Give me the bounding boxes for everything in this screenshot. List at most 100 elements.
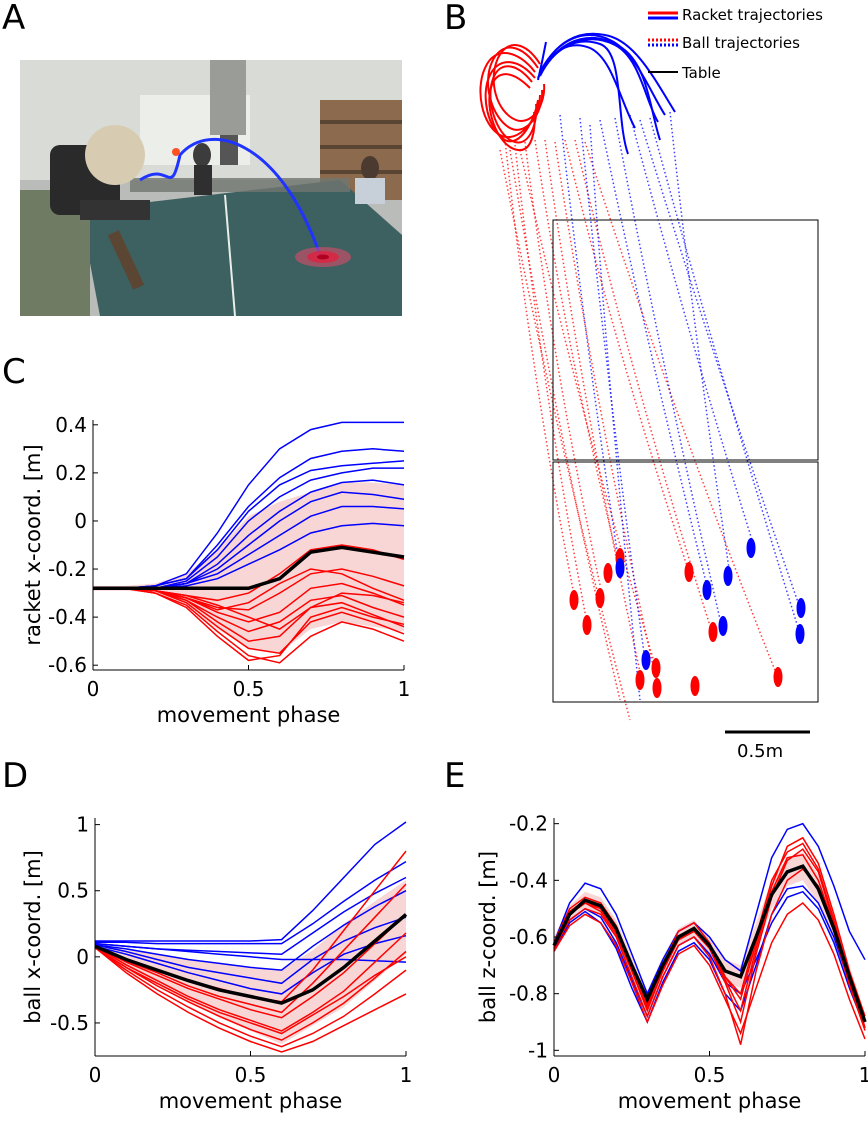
landing-marker-blue xyxy=(615,558,625,578)
ball-path-blue xyxy=(614,117,723,629)
series-line-blue xyxy=(94,916,407,985)
x-tick-label: 0 xyxy=(548,1063,561,1087)
racket-trajectories-blue xyxy=(537,32,676,155)
series-line-red xyxy=(94,883,407,1014)
ball-path-blue xyxy=(559,114,621,571)
y-tick-label: 0.5 xyxy=(57,879,89,903)
ball-trajectories-blue xyxy=(559,111,801,701)
ball-path-red xyxy=(584,141,779,679)
racket-path-red xyxy=(487,46,544,131)
y-tick-label: 0 xyxy=(76,945,89,969)
legend: Racket trajectories Ball trajectories Ta… xyxy=(648,6,823,82)
x-tick-label: 1 xyxy=(400,1063,413,1087)
series-line-red xyxy=(94,946,407,1048)
landing-marker-blue xyxy=(795,624,805,644)
racket-path-blue xyxy=(539,34,666,116)
x-axis-label: movement phase xyxy=(618,1089,802,1113)
series-line-red xyxy=(94,913,407,1019)
series-line-blue xyxy=(553,890,866,1028)
ball-path-blue xyxy=(639,119,801,609)
series-line-red xyxy=(553,836,866,1017)
y-axis-label: ball z-coord. [m] xyxy=(476,851,500,1023)
series-line-blue xyxy=(95,860,407,945)
panel-label-e: E xyxy=(444,756,466,796)
series-line-red xyxy=(94,947,407,1053)
series-line-red xyxy=(94,946,407,1035)
std-band xyxy=(95,880,406,1045)
landing-marker-red xyxy=(569,590,579,610)
series-line-blue xyxy=(95,821,407,942)
x-tick-label: 1 xyxy=(398,677,411,701)
racket-path-red xyxy=(484,61,539,143)
landing-marker-red xyxy=(708,622,718,642)
y-axis-label: racket x-coord. [m] xyxy=(21,444,45,645)
series-line-red xyxy=(553,901,866,1040)
landing-marker-blue xyxy=(746,538,756,558)
landing-marker-blue xyxy=(723,566,733,586)
ball-path-red xyxy=(519,149,656,666)
x-tick-label: 0.5 xyxy=(233,677,265,701)
y-tick-label: 0 xyxy=(74,509,87,533)
series-line-blue xyxy=(94,934,407,995)
experiment-photo xyxy=(20,60,402,316)
ball-path-red xyxy=(564,139,691,576)
ball-path-blue xyxy=(629,114,753,541)
table-far-half xyxy=(552,219,819,461)
landing-marker-red xyxy=(635,670,645,690)
ball-trajectories-red xyxy=(499,139,779,721)
y-tick-label: -0.8 xyxy=(509,982,548,1006)
ball-path-blue xyxy=(669,111,731,576)
mean-line xyxy=(93,545,405,591)
ball-path-blue xyxy=(649,117,801,635)
racket-trajectories-red xyxy=(479,44,546,152)
y-tick-label: -0.6 xyxy=(48,653,87,677)
landing-marker-blue xyxy=(718,616,728,636)
chart-ball-z: 0 0.5 1 -0.2 -0.4 -0.6 -0.8 -1 movement phase bal… xyxy=(476,812,868,1113)
racket-path-blue xyxy=(543,36,661,141)
landing-marker-red xyxy=(652,678,662,698)
series-line-blue xyxy=(94,890,407,971)
series-line-red xyxy=(553,842,866,1023)
x-tick-label: 0.5 xyxy=(235,1063,267,1087)
series-line-red xyxy=(94,932,407,1032)
legend-ball-label: Ball trajectories xyxy=(682,34,800,52)
x-tick-label: 0 xyxy=(87,677,100,701)
chart-ball-x: 0 0.5 1 1 0.5 0 -0.5 movement phase ball x-coord… xyxy=(21,813,413,1113)
ball-path-red xyxy=(544,139,641,673)
std-band xyxy=(554,852,865,1031)
y-tick-label: -0.2 xyxy=(48,557,87,581)
scale-bar-label: 0.5m xyxy=(737,741,783,760)
racket-path-red xyxy=(489,65,538,144)
y-tick-label: 0.2 xyxy=(55,461,87,485)
y-axis-label: ball x-coord. [m] xyxy=(21,850,45,1024)
landing-marker-red xyxy=(582,615,592,635)
panel-label-d: D xyxy=(2,756,29,796)
legend-table-label: Table xyxy=(681,64,721,82)
series-line-red xyxy=(94,946,407,1041)
ball-path-red xyxy=(574,139,713,633)
ball-path-red xyxy=(509,149,621,701)
x-axis-label: movement phase xyxy=(159,1089,343,1113)
ball-path-red xyxy=(514,144,589,629)
landing-marker-red xyxy=(690,676,700,696)
x-axis-label: movement phase xyxy=(157,703,341,727)
series-line-red xyxy=(93,587,405,662)
y-tick-label: -0.4 xyxy=(509,868,548,892)
y-tick-label: -0.4 xyxy=(48,605,87,629)
racket-path-red xyxy=(488,73,536,152)
ball-path-red xyxy=(504,139,576,601)
mean-line xyxy=(94,913,408,1005)
trajectory-plot: Racket trajectories Ball trajectories Ta… xyxy=(479,6,823,760)
ball-path-red xyxy=(524,141,601,586)
y-tick-label: 0.4 xyxy=(55,413,87,437)
landing-marker-red xyxy=(651,658,661,678)
racket-path-red xyxy=(492,44,546,122)
landing-markers xyxy=(569,538,806,698)
chart-racket-x: 0 0.5 1 0.4 0.2 0 -0.2 -0.4 -0.6 movement phase ra… xyxy=(21,413,411,727)
racket-path-blue xyxy=(537,41,547,81)
x-tick-label: 0 xyxy=(89,1063,102,1087)
x-tick-label: 0.5 xyxy=(694,1063,726,1087)
landing-marker-red xyxy=(773,667,783,687)
ball-path-red xyxy=(499,149,631,721)
x-tick-label: 1 xyxy=(859,1063,868,1087)
